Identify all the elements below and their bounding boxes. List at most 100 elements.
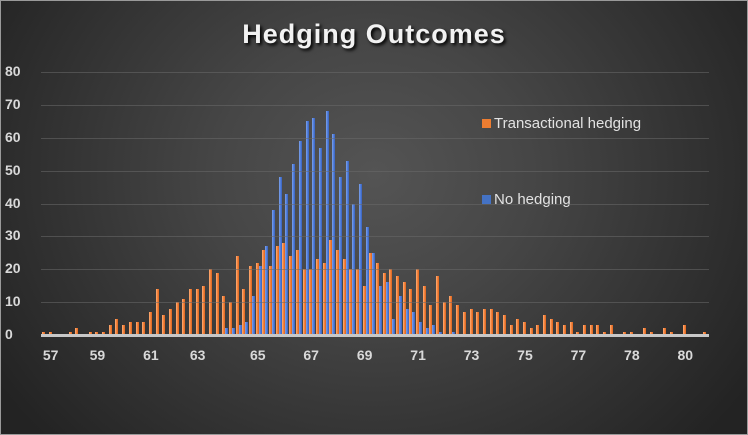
- gridline: [41, 137, 709, 139]
- bar-no-hedging: [245, 321, 249, 335]
- legend-item-no-hedging: No hedging: [482, 191, 571, 208]
- bar-transactional-hedging: [142, 321, 146, 335]
- gridline: [41, 203, 709, 205]
- x-tick-label: 71: [410, 347, 426, 363]
- bar-no-hedging: [425, 328, 429, 335]
- gridline: [41, 302, 709, 304]
- bar-transactional-hedging: [108, 325, 112, 335]
- bar-transactional-hedging: [522, 321, 526, 335]
- bar-transactional-hedging: [509, 325, 513, 335]
- bar-transactional-hedging: [529, 328, 533, 335]
- x-tick-label: 61: [143, 347, 159, 363]
- bar-transactional-hedging: [402, 282, 406, 335]
- bar-no-hedging: [399, 295, 403, 335]
- bar-transactional-hedging: [703, 331, 707, 335]
- bar-transactional-hedging: [122, 325, 126, 335]
- chart-title: Hedging Outcomes: [242, 19, 506, 49]
- y-tick-label: 0: [5, 326, 13, 342]
- bar-transactional-hedging: [536, 325, 540, 335]
- x-tick-label: 59: [89, 347, 106, 363]
- bar-transactional-hedging: [102, 331, 106, 335]
- bar-transactional-hedging: [362, 285, 366, 335]
- x-tick-label: 57: [42, 347, 59, 363]
- bar-transactional-hedging: [462, 311, 466, 335]
- bar-transactional-hedging: [429, 305, 433, 335]
- bar-transactional-hedging: [609, 325, 613, 335]
- bar-no-hedging: [439, 331, 443, 335]
- bar-no-hedging: [345, 160, 349, 335]
- bar-transactional-hedging: [669, 331, 673, 335]
- bar-transactional-hedging: [569, 321, 573, 335]
- bar-transactional-hedging: [222, 295, 226, 335]
- x-tick-label: 69: [356, 347, 373, 363]
- bar-transactional-hedging: [195, 288, 199, 335]
- bar-no-hedging: [285, 193, 289, 335]
- x-tick-label: 63: [189, 347, 206, 363]
- bar-transactional-hedging: [235, 256, 239, 335]
- bar-transactional-hedging: [168, 308, 172, 335]
- bar-transactional-hedging: [649, 331, 653, 335]
- bar-transactional-hedging: [229, 302, 233, 335]
- bar-transactional-hedging: [576, 331, 580, 335]
- bar-transactional-hedging: [643, 328, 647, 335]
- bar-transactional-hedging: [563, 325, 567, 335]
- y-tick-label: 50: [5, 161, 21, 178]
- bar-transactional-hedging: [663, 328, 667, 335]
- bar-no-hedging: [405, 308, 409, 335]
- bar-no-hedging: [365, 226, 369, 335]
- bar-transactional-hedging: [449, 295, 453, 335]
- bar-transactional-hedging: [502, 315, 506, 335]
- bar-transactional-hedging: [469, 308, 473, 335]
- bar-transactional-hedging: [369, 252, 373, 335]
- bar-transactional-hedging: [549, 318, 553, 335]
- bar-transactional-hedging: [182, 298, 186, 335]
- bar-transactional-hedging: [75, 328, 79, 335]
- bar-transactional-hedging: [315, 259, 319, 335]
- bar-no-hedging: [225, 328, 229, 335]
- bar-transactional-hedging: [115, 318, 119, 335]
- y-tick-label: 20: [5, 260, 21, 277]
- bar-transactional-hedging: [242, 288, 246, 335]
- bar-no-hedging: [305, 121, 309, 335]
- bar-no-hedging: [338, 177, 342, 335]
- bar-no-hedging: [385, 282, 389, 335]
- bar-transactional-hedging: [683, 325, 687, 335]
- bar-no-hedging: [258, 265, 262, 335]
- bar-transactional-hedging: [215, 272, 219, 335]
- bar-no-hedging: [252, 295, 256, 335]
- y-tick-label: 10: [5, 293, 21, 310]
- bar-no-hedging: [318, 147, 322, 335]
- bar-transactional-hedging: [603, 331, 607, 335]
- y-tick-label: 80: [5, 63, 21, 79]
- bar-transactional-hedging: [282, 242, 286, 335]
- bar-no-hedging: [379, 285, 382, 335]
- bar-transactional-hedging: [442, 302, 446, 335]
- bar-transactional-hedging: [148, 311, 152, 335]
- legend-label: Transactional hedging: [494, 115, 642, 132]
- x-tick-label: 73: [463, 347, 480, 363]
- bar-transactional-hedging: [342, 259, 346, 335]
- bar-no-hedging: [238, 325, 242, 335]
- x-tick-label: 75: [517, 347, 533, 363]
- bar-transactional-hedging: [88, 331, 92, 335]
- bar-no-hedging: [332, 134, 336, 335]
- y-tick-label: 30: [5, 227, 21, 244]
- bar-transactional-hedging: [329, 239, 333, 335]
- bar-transactional-hedging: [496, 311, 500, 335]
- bar-transactional-hedging: [162, 315, 166, 335]
- bar-transactional-hedging: [188, 288, 192, 335]
- bar-no-hedging: [232, 328, 236, 335]
- bar-no-hedging: [412, 311, 416, 335]
- bar-no-hedging: [298, 141, 302, 335]
- gridline: [41, 269, 709, 271]
- bar-transactional-hedging: [275, 246, 279, 335]
- bar-transactional-hedging: [42, 331, 45, 335]
- bar-no-hedging: [325, 111, 329, 335]
- y-tick-label: 70: [5, 95, 21, 112]
- bar-transactional-hedging: [48, 331, 52, 335]
- bar-no-hedging: [419, 321, 423, 335]
- bar-no-hedging: [358, 183, 362, 335]
- bar-transactional-hedging: [128, 321, 132, 335]
- bar-no-hedging: [392, 318, 396, 335]
